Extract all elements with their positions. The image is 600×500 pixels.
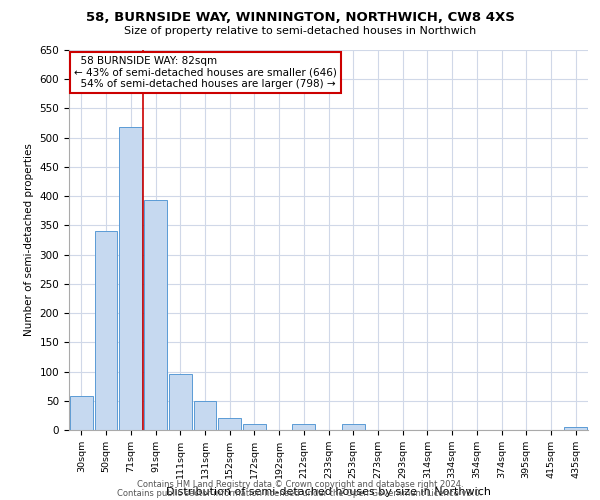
Bar (169, 374, 191, 430)
X-axis label: Distribution of semi-detached houses by size in Northwich: Distribution of semi-detached houses by … (166, 486, 491, 496)
Text: Size of property relative to semi-detached houses in Northwich: Size of property relative to semi-detach… (124, 26, 476, 36)
Bar (194, 401, 216, 430)
Bar (218, 418, 241, 430)
Bar (342, 424, 365, 430)
Bar (119, 126, 142, 430)
Text: Contains public sector information licensed under the Open Government Licence v3: Contains public sector information licen… (118, 488, 482, 498)
Bar (95, 231, 118, 430)
Y-axis label: Number of semi-detached properties: Number of semi-detached properties (24, 144, 34, 336)
Text: 58 BURNSIDE WAY: 82sqm
← 43% of semi-detached houses are smaller (646)
  54% of : 58 BURNSIDE WAY: 82sqm ← 43% of semi-det… (74, 56, 337, 89)
Bar (144, 200, 167, 430)
Text: Contains HM Land Registry data © Crown copyright and database right 2024.: Contains HM Land Registry data © Crown c… (137, 480, 463, 489)
Bar (70, 396, 93, 430)
Bar (292, 424, 315, 430)
Bar (564, 427, 587, 430)
Bar (243, 424, 266, 430)
Text: 58, BURNSIDE WAY, WINNINGTON, NORTHWICH, CW8 4XS: 58, BURNSIDE WAY, WINNINGTON, NORTHWICH,… (86, 11, 514, 24)
